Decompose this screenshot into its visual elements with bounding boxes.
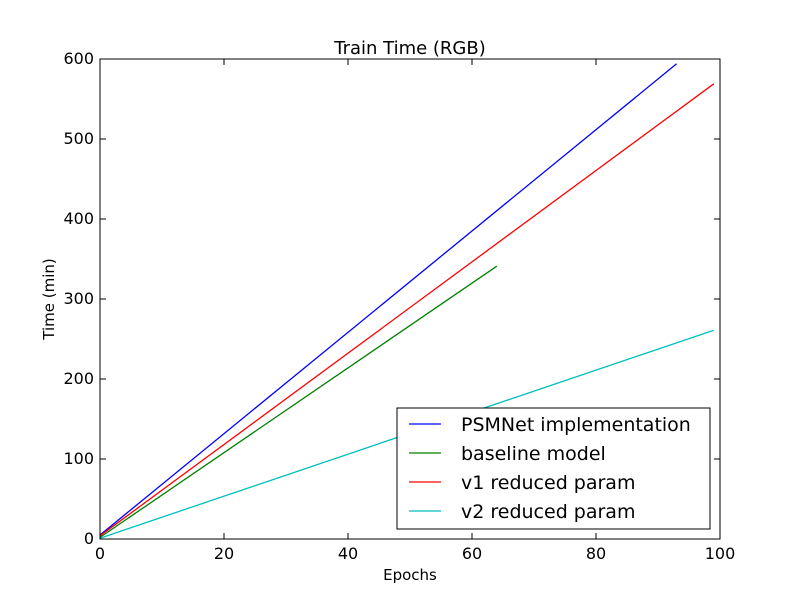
y-tick-label: 400 [63, 209, 94, 228]
x-tick-label: 100 [705, 544, 736, 563]
y-tick-label: 500 [63, 129, 94, 148]
legend-label-2: baseline model [461, 443, 606, 465]
legend-label-4: v2 reduced param [461, 501, 635, 523]
legend-label-1: PSMNet implementation [461, 414, 691, 436]
x-tick-label: 60 [462, 544, 482, 563]
legend: PSMNet implementation baseline model v1 re… [396, 407, 711, 530]
x-tick-label: 40 [338, 544, 358, 563]
y-tick-label: 0 [84, 529, 94, 548]
x-tick-label: 0 [95, 544, 105, 563]
ticks-layer: 0 20 40 60 80 100 0 100 200 300 400 500 600 [63, 49, 735, 563]
y-axis-label: Time (min) [40, 258, 58, 340]
series-line-2 [99, 265, 498, 538]
y-tick-label: 200 [63, 369, 94, 388]
y-tick-label: 100 [63, 449, 94, 468]
series-line-1 [99, 63, 678, 536]
x-tick-label: 20 [214, 544, 234, 563]
y-tick-label: 300 [63, 289, 94, 308]
x-axis-label: Epochs [383, 566, 437, 584]
x-tick-label: 80 [586, 544, 606, 563]
chart-title: Train Time (RGB) [333, 38, 486, 59]
legend-box [396, 407, 711, 530]
legend-label-3: v1 reduced param [461, 472, 635, 494]
series-line-3 [99, 83, 715, 537]
y-tick-label: 600 [63, 49, 94, 68]
